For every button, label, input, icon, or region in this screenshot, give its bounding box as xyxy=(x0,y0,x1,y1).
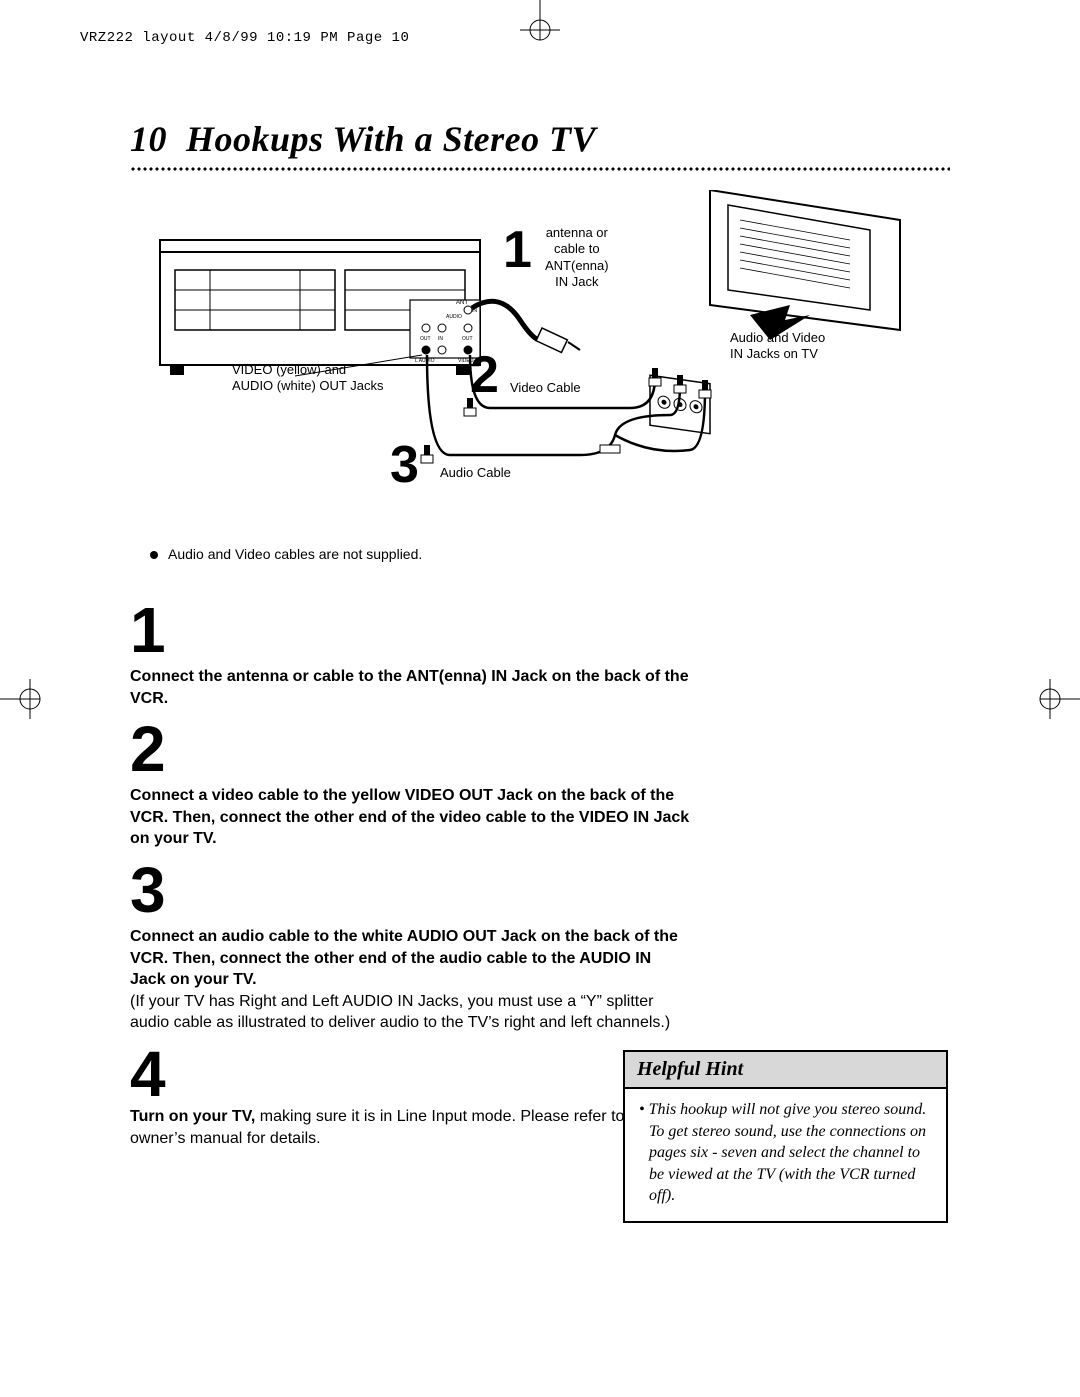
registration-mark-right xyxy=(1020,669,1080,729)
hint-body: • This hookup will not give you stereo s… xyxy=(625,1089,946,1221)
step-detail: (If your TV has Right and Left AUDIO IN … xyxy=(130,991,690,1034)
note-text: Audio and Video cables are not supplied. xyxy=(168,546,422,562)
page: VRZ222 layout 4/8/99 10:19 PM Page 10 10… xyxy=(0,0,1080,1397)
label-tv-jacks: Audio and Video IN Jacks on TV xyxy=(730,330,825,363)
page-number: 10 xyxy=(130,119,167,159)
hookup-diagram: ANT IN AUDIO OUT IN OUT L AUDIO VIDEO xyxy=(150,190,930,530)
step-number: 2 xyxy=(130,717,690,781)
imposition-header: VRZ222 layout 4/8/99 10:19 PM Page 10 xyxy=(80,30,409,46)
step-2: 2 Connect a video cable to the yellow VI… xyxy=(130,717,690,850)
label-vcr-jacks: VIDEO (yellow) and AUDIO (white) OUT Jac… xyxy=(232,362,383,395)
bullet-icon xyxy=(150,551,158,559)
svg-text:L AUDIO: L AUDIO xyxy=(415,358,435,364)
instruction-steps: 1 Connect the antenna or cable to the AN… xyxy=(130,590,690,1149)
svg-text:IN: IN xyxy=(438,336,443,342)
tv-icon xyxy=(710,190,900,340)
registration-mark-top xyxy=(510,0,570,60)
step-number: 3 xyxy=(130,858,690,922)
svg-text:OUT: OUT xyxy=(462,336,473,342)
label-video-cable: Video Cable xyxy=(510,380,581,396)
diagram-step-1: 1 xyxy=(503,220,532,280)
step-text: Connect an audio cable to the white AUDI… xyxy=(130,926,690,991)
label-audio-cable: Audio Cable xyxy=(440,465,511,481)
dotted-rule xyxy=(130,166,950,172)
title-text: Hookups With a Stereo TV xyxy=(186,119,596,159)
step-text: Connect a video cable to the yellow VIDE… xyxy=(130,785,690,850)
svg-text:AUDIO: AUDIO xyxy=(446,314,462,320)
title-block: 10 Hookups With a Stereo TV xyxy=(130,118,950,172)
page-title: 10 Hookups With a Stereo TV xyxy=(130,118,950,160)
hint-title: Helpful Hint xyxy=(625,1052,946,1089)
step-1: 1 Connect the antenna or cable to the AN… xyxy=(130,598,690,709)
step-text: Connect the antenna or cable to the ANT(… xyxy=(130,666,690,709)
diagram-step-2: 2 xyxy=(470,345,499,405)
svg-text:ANT: ANT xyxy=(456,300,468,306)
vcr-icon: ANT IN AUDIO OUT IN OUT L AUDIO VIDEO xyxy=(160,240,480,375)
step-text: Turn on your TV, making sure it is in Li… xyxy=(130,1106,690,1149)
step-number: 4 xyxy=(130,1042,690,1106)
diagram-step-3: 3 xyxy=(390,435,419,495)
step-4: 4 Turn on your TV, making sure it is in … xyxy=(130,1042,690,1149)
step-3: 3 Connect an audio cable to the white AU… xyxy=(130,858,690,1034)
label-antenna: antenna or cable to ANT(enna) IN Jack xyxy=(545,225,609,290)
supply-note: Audio and Video cables are not supplied. xyxy=(150,546,422,562)
registration-mark-left xyxy=(0,669,60,729)
helpful-hint-box: Helpful Hint • This hookup will not give… xyxy=(623,1050,948,1223)
step-number: 1 xyxy=(130,598,690,662)
svg-text:OUT: OUT xyxy=(420,336,431,342)
step-bold-lead: Turn on your TV, xyxy=(130,1108,255,1125)
